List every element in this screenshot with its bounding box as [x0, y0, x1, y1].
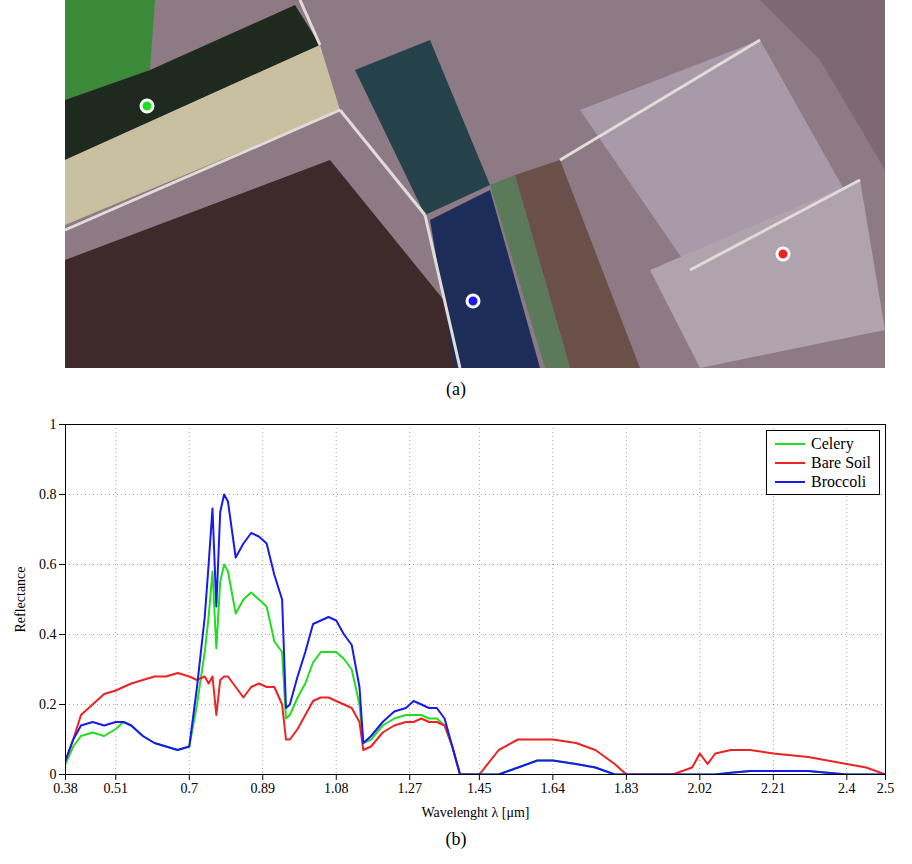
svg-text:2.5: 2.5	[877, 781, 895, 796]
svg-text:2.4: 2.4	[838, 781, 856, 796]
svg-text:1.64: 1.64	[541, 781, 566, 796]
svg-text:0.89: 0.89	[251, 781, 276, 796]
svg-text:0: 0	[50, 767, 57, 782]
svg-text:0.6: 0.6	[39, 557, 57, 572]
svg-text:0.51: 0.51	[104, 781, 129, 796]
svg-text:2.21: 2.21	[761, 781, 786, 796]
html-text:(a): (a)	[446, 379, 466, 399]
svg-text:1.08: 1.08	[324, 781, 349, 796]
svg-text:0.38: 0.38	[53, 781, 78, 796]
svg-text:0.8: 0.8	[39, 487, 57, 502]
svg-text:0.2: 0.2	[39, 697, 57, 712]
svg-text:0.4: 0.4	[39, 627, 57, 642]
html-text:(b): (b)	[445, 829, 467, 849]
svg-text:1.27: 1.27	[397, 781, 422, 796]
svg-text:Reflectance: Reflectance	[13, 566, 28, 632]
svg-text:Wavelenght λ [μm]: Wavelenght λ [μm]	[421, 805, 529, 820]
html-text:Celery: Celery	[811, 434, 854, 452]
svg-text:1: 1	[50, 417, 57, 432]
html-text:Broccoli: Broccoli	[811, 472, 867, 490]
html-text:Bare Soil: Bare Soil	[811, 453, 871, 471]
svg-text:2.02: 2.02	[688, 781, 713, 796]
svg-text:1.83: 1.83	[614, 781, 639, 796]
svg-text:1.45: 1.45	[467, 781, 492, 796]
svg-text:0.7: 0.7	[181, 781, 199, 796]
